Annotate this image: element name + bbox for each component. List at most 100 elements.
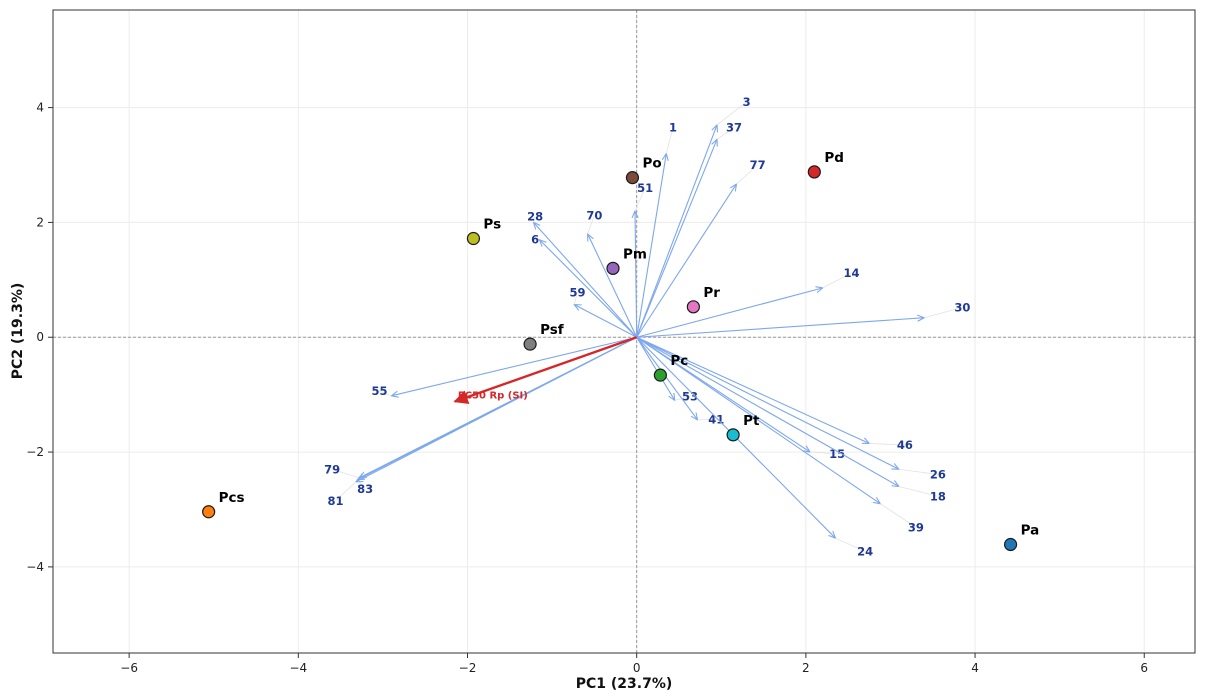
loading-label: 81 (328, 494, 344, 508)
y-tick-label: −4 (26, 560, 44, 574)
loading-leader (533, 216, 536, 223)
x-tick-label: 6 (1140, 661, 1148, 675)
loading-arrow (636, 154, 667, 338)
loading-leader (634, 187, 646, 212)
sample-label: Pt (743, 413, 760, 429)
loading-label: 3 (743, 95, 751, 109)
y-tick-label: −2 (26, 445, 44, 459)
sample-point (686, 300, 700, 314)
x-tick-label: −4 (289, 661, 307, 675)
loading-arrow (636, 318, 925, 338)
y-tick-label: 4 (36, 101, 44, 115)
sample-label: Psf (540, 322, 564, 338)
loading-arrow (636, 336, 899, 486)
loading-label: 18 (930, 489, 946, 503)
plot-frame (52, 9, 1196, 654)
sample-label: Pd (824, 150, 844, 166)
loading-label: 83 (357, 482, 373, 496)
x-tick-label: 4 (971, 661, 979, 675)
loading-arrow (636, 139, 717, 338)
loading-leader (898, 468, 938, 475)
loading-arrow (636, 288, 823, 338)
loading-leader (573, 292, 578, 305)
loading-label: 28 (527, 210, 543, 224)
loading-arrow (391, 336, 637, 396)
loading-label: 30 (954, 300, 970, 314)
y-axis-title: PC2 (19.3%) (10, 283, 26, 380)
loading-leader (716, 127, 735, 140)
loading-arrow (636, 336, 698, 420)
x-axis-title: PC1 (23.7%) (576, 676, 673, 692)
sample-point (653, 368, 667, 382)
loading-leader (822, 272, 852, 289)
sample-label: Pm (623, 246, 647, 262)
ec50-label: EC50 Rp (SI) (458, 391, 528, 402)
loading-label: 1 (669, 121, 677, 135)
x-tick-label: 2 (802, 661, 810, 675)
sample-point (523, 337, 537, 351)
loading-leader (869, 443, 905, 446)
loading-label: 26 (930, 467, 946, 481)
plot-area (53, 10, 1195, 653)
loading-label: 70 (586, 209, 602, 223)
ec50-arrow (453, 336, 638, 405)
loading-leader (880, 503, 917, 528)
loading-leader (697, 418, 717, 421)
sample-points: Po Pd Ps Pm Pr Psf Pc Pt Pcs Pa (202, 150, 1039, 552)
loading-label: 37 (726, 121, 742, 135)
x-tick-label: −2 (459, 661, 477, 675)
x-tick-label: 0 (633, 661, 641, 675)
loading-leader (898, 486, 938, 497)
loading-leader (665, 127, 674, 154)
sample-point (606, 261, 620, 275)
loading-label: 53 (682, 389, 698, 403)
loading-leader (379, 390, 392, 397)
sample-label: Pcs (219, 490, 245, 506)
sample-point (466, 231, 481, 246)
y-tick-label: 2 (36, 215, 44, 229)
sample-point (726, 428, 740, 442)
loading-arrow (356, 336, 637, 482)
loading-label: 77 (750, 158, 766, 172)
loading-leader (587, 215, 595, 235)
loading-label: 14 (844, 266, 860, 280)
sample-point (202, 505, 216, 519)
loading-arrow (574, 305, 637, 338)
loading-label: 59 (569, 285, 585, 299)
loading-label: 41 (708, 412, 724, 426)
loading-arrow (636, 336, 881, 503)
ec50-vector: EC50 Rp (SI) (453, 336, 638, 405)
loading-arrow (636, 336, 675, 400)
sample-point (1003, 537, 1018, 552)
loading-label: 46 (897, 438, 913, 452)
loading-label: 6 (531, 233, 539, 247)
loading-label: 51 (637, 181, 653, 195)
x-tick-label: −6 (120, 661, 138, 675)
sample-label: Ps (483, 216, 501, 232)
loading-arrow (588, 234, 638, 338)
loading-label: 79 (324, 462, 340, 476)
loading-arrow (533, 222, 638, 338)
sample-label: Pr (703, 285, 720, 301)
loading-label: 15 (829, 447, 845, 461)
sample-point (625, 171, 640, 185)
loading-leader (335, 481, 357, 502)
loading-leader (810, 451, 838, 455)
loading-leader (924, 307, 963, 319)
y-tick-label: 0 (36, 330, 44, 344)
loading-arrow (636, 336, 870, 443)
loading-label: 55 (372, 384, 388, 398)
loading-label: 39 (908, 520, 924, 534)
loading-arrow (636, 184, 737, 338)
loading-leader (716, 101, 747, 126)
sample-point (807, 165, 821, 179)
loading-arrow (539, 240, 638, 338)
sample-label: Pc (670, 353, 688, 369)
loading-label: 24 (857, 544, 873, 558)
loading-leader (736, 164, 758, 185)
loading-arrow (635, 211, 637, 338)
sample-label: Po (642, 156, 661, 172)
loading-arrow (636, 125, 717, 338)
